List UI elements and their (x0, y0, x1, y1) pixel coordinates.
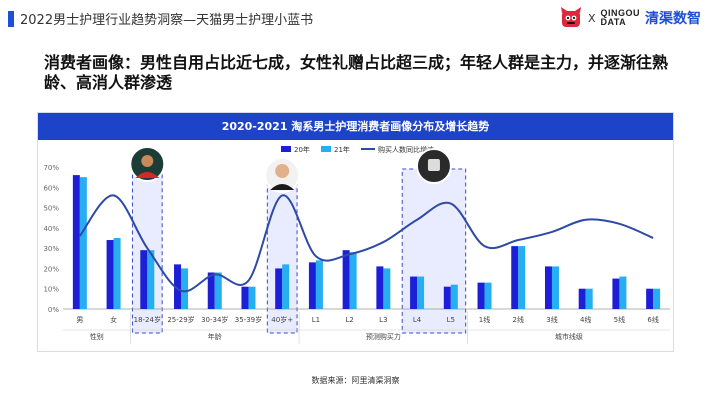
bar-21年-35-39岁 (248, 286, 256, 309)
avatar-older-man-body (270, 184, 295, 190)
x-tick-label: 30-34岁 (201, 315, 228, 324)
legend-swatch-20 (281, 146, 291, 152)
y-tick-label: 30% (43, 245, 59, 253)
x-tick-label: 40岁+ (271, 315, 293, 324)
bar-20年-3线 (544, 266, 552, 309)
bar-21年-L2 (349, 252, 357, 309)
tmall-cat-icon (560, 7, 581, 27)
bar-21年-6线 (653, 288, 661, 309)
bar-20年-女 (106, 240, 114, 309)
bar-20年-5线 (612, 278, 620, 309)
title-accent-bar (8, 11, 14, 27)
group-label: 预测购买力 (366, 332, 401, 341)
x-tick-label: L4 (413, 316, 422, 324)
bar-21年-男 (79, 177, 87, 309)
data-source: 数据来源：阿里清渠洞察 (311, 376, 400, 385)
qingou-logo-line2: DATA (600, 17, 627, 27)
y-tick-label: 0% (48, 306, 59, 314)
x-tick-label: 35-39岁 (235, 315, 262, 324)
x-tick-label: 18-24岁 (134, 315, 161, 324)
group-label: 性别 (90, 332, 104, 341)
bar-21年-L5 (450, 284, 458, 309)
x-tick-label: 5线 (614, 315, 625, 324)
y-tick-label: 20% (43, 265, 59, 273)
bar-20年-L2 (342, 250, 350, 309)
bar-20年-35-39岁 (241, 286, 249, 309)
bar-21年-3线 (551, 266, 559, 309)
growth-rate-line (79, 194, 654, 293)
x-tick-label: 男 (76, 316, 83, 324)
group-label: 年龄 (208, 332, 222, 341)
bar-21年-25-29岁 (181, 268, 189, 309)
x-tick-label: L2 (345, 316, 353, 324)
chart-title: 2020-2021 淘系男士护理消费者画像分布及增长趋势 (38, 113, 673, 140)
bar-21年-40岁+ (282, 264, 290, 309)
qingou-data-logo: QINGOU DATA (600, 9, 640, 27)
x-tick-label: L3 (379, 316, 387, 324)
bar-20年-4线 (578, 288, 586, 309)
group-label: 城市线级 (555, 332, 583, 341)
avatar-product-photo-product (427, 159, 440, 171)
x-tick-label: 4线 (580, 315, 591, 324)
slide-headline: 消费者画像：男性自用占比近七成，女性礼赠占比超三成；年轻人群是主力，并逐渐往熟龄… (44, 53, 669, 92)
bar-20年-L4 (410, 276, 418, 309)
bar-21年-L4 (417, 276, 425, 309)
x-tick-label: L5 (447, 316, 455, 324)
chart-card: 2020-2021 淘系男士护理消费者画像分布及增长趋势 0% 10% 20% 30%… (37, 112, 674, 352)
legend-label-21: 21年 (334, 145, 350, 154)
bar-21年-1线 (484, 282, 492, 309)
bar-20年-30-34岁 (207, 272, 215, 309)
x-tick-label: 25-29岁 (167, 315, 194, 324)
qingou-logo-cn: 清渠数智 (645, 11, 701, 27)
x-tick-label: 6线 (647, 315, 658, 324)
bar-21年-30-34岁 (214, 272, 222, 309)
bar-21年-L3 (383, 268, 391, 309)
report-title: 2022男士护理行业趋势洞察—天猫男士护理小蓝书 (20, 13, 314, 28)
bar-21年-女 (113, 238, 121, 309)
bar-20年-L5 (443, 286, 451, 309)
avatar-young-man-body (135, 172, 160, 178)
bar-20年-40岁+ (275, 268, 283, 309)
x-tick-label: 女 (110, 315, 117, 324)
bar-21年-5线 (619, 276, 627, 309)
bar-20年-25-29岁 (174, 264, 182, 309)
bar-20年-L3 (376, 266, 384, 309)
logo-x: X (587, 11, 596, 25)
bar-21年-4线 (585, 288, 593, 309)
avatar-older-man-head (275, 164, 290, 178)
bar-21年-L1 (315, 260, 323, 309)
logo-area: X QINGOU DATA 清渠数智 (559, 6, 701, 30)
x-tick-label: 2线 (513, 315, 524, 324)
y-tick-label: 10% (43, 286, 59, 294)
legend-swatch-21 (321, 146, 331, 152)
legend-label-line: 购买人数同比增速 (378, 145, 434, 154)
y-tick-label: 70% (43, 164, 59, 172)
bar-20年-18-24岁 (140, 250, 148, 309)
bar-20年-6线 (646, 288, 654, 309)
bar-21年-2线 (518, 246, 526, 309)
bar-20年-1线 (477, 282, 485, 309)
bar-20年-2线 (511, 246, 519, 309)
y-tick-label: 50% (43, 205, 59, 213)
avatar-young-man-head (141, 155, 154, 167)
qingou-logo-line1: QINGOU (600, 8, 640, 18)
x-tick-label: L1 (312, 316, 320, 324)
bar-20年-L1 (308, 262, 316, 309)
x-tick-label: 3线 (546, 315, 557, 324)
x-tick-label: 1线 (479, 315, 490, 324)
legend-label-20: 20年 (294, 145, 310, 154)
chart-canvas: 0% 10% 20% 30% 40% 50% 60% 70% 男 女 18-24岁 25-29岁 30-… (43, 145, 670, 344)
y-tick-label: 40% (43, 225, 59, 233)
y-tick-label: 60% (43, 184, 59, 192)
bar-21年-18-24岁 (147, 250, 155, 309)
bar-20年-男 (72, 175, 80, 309)
